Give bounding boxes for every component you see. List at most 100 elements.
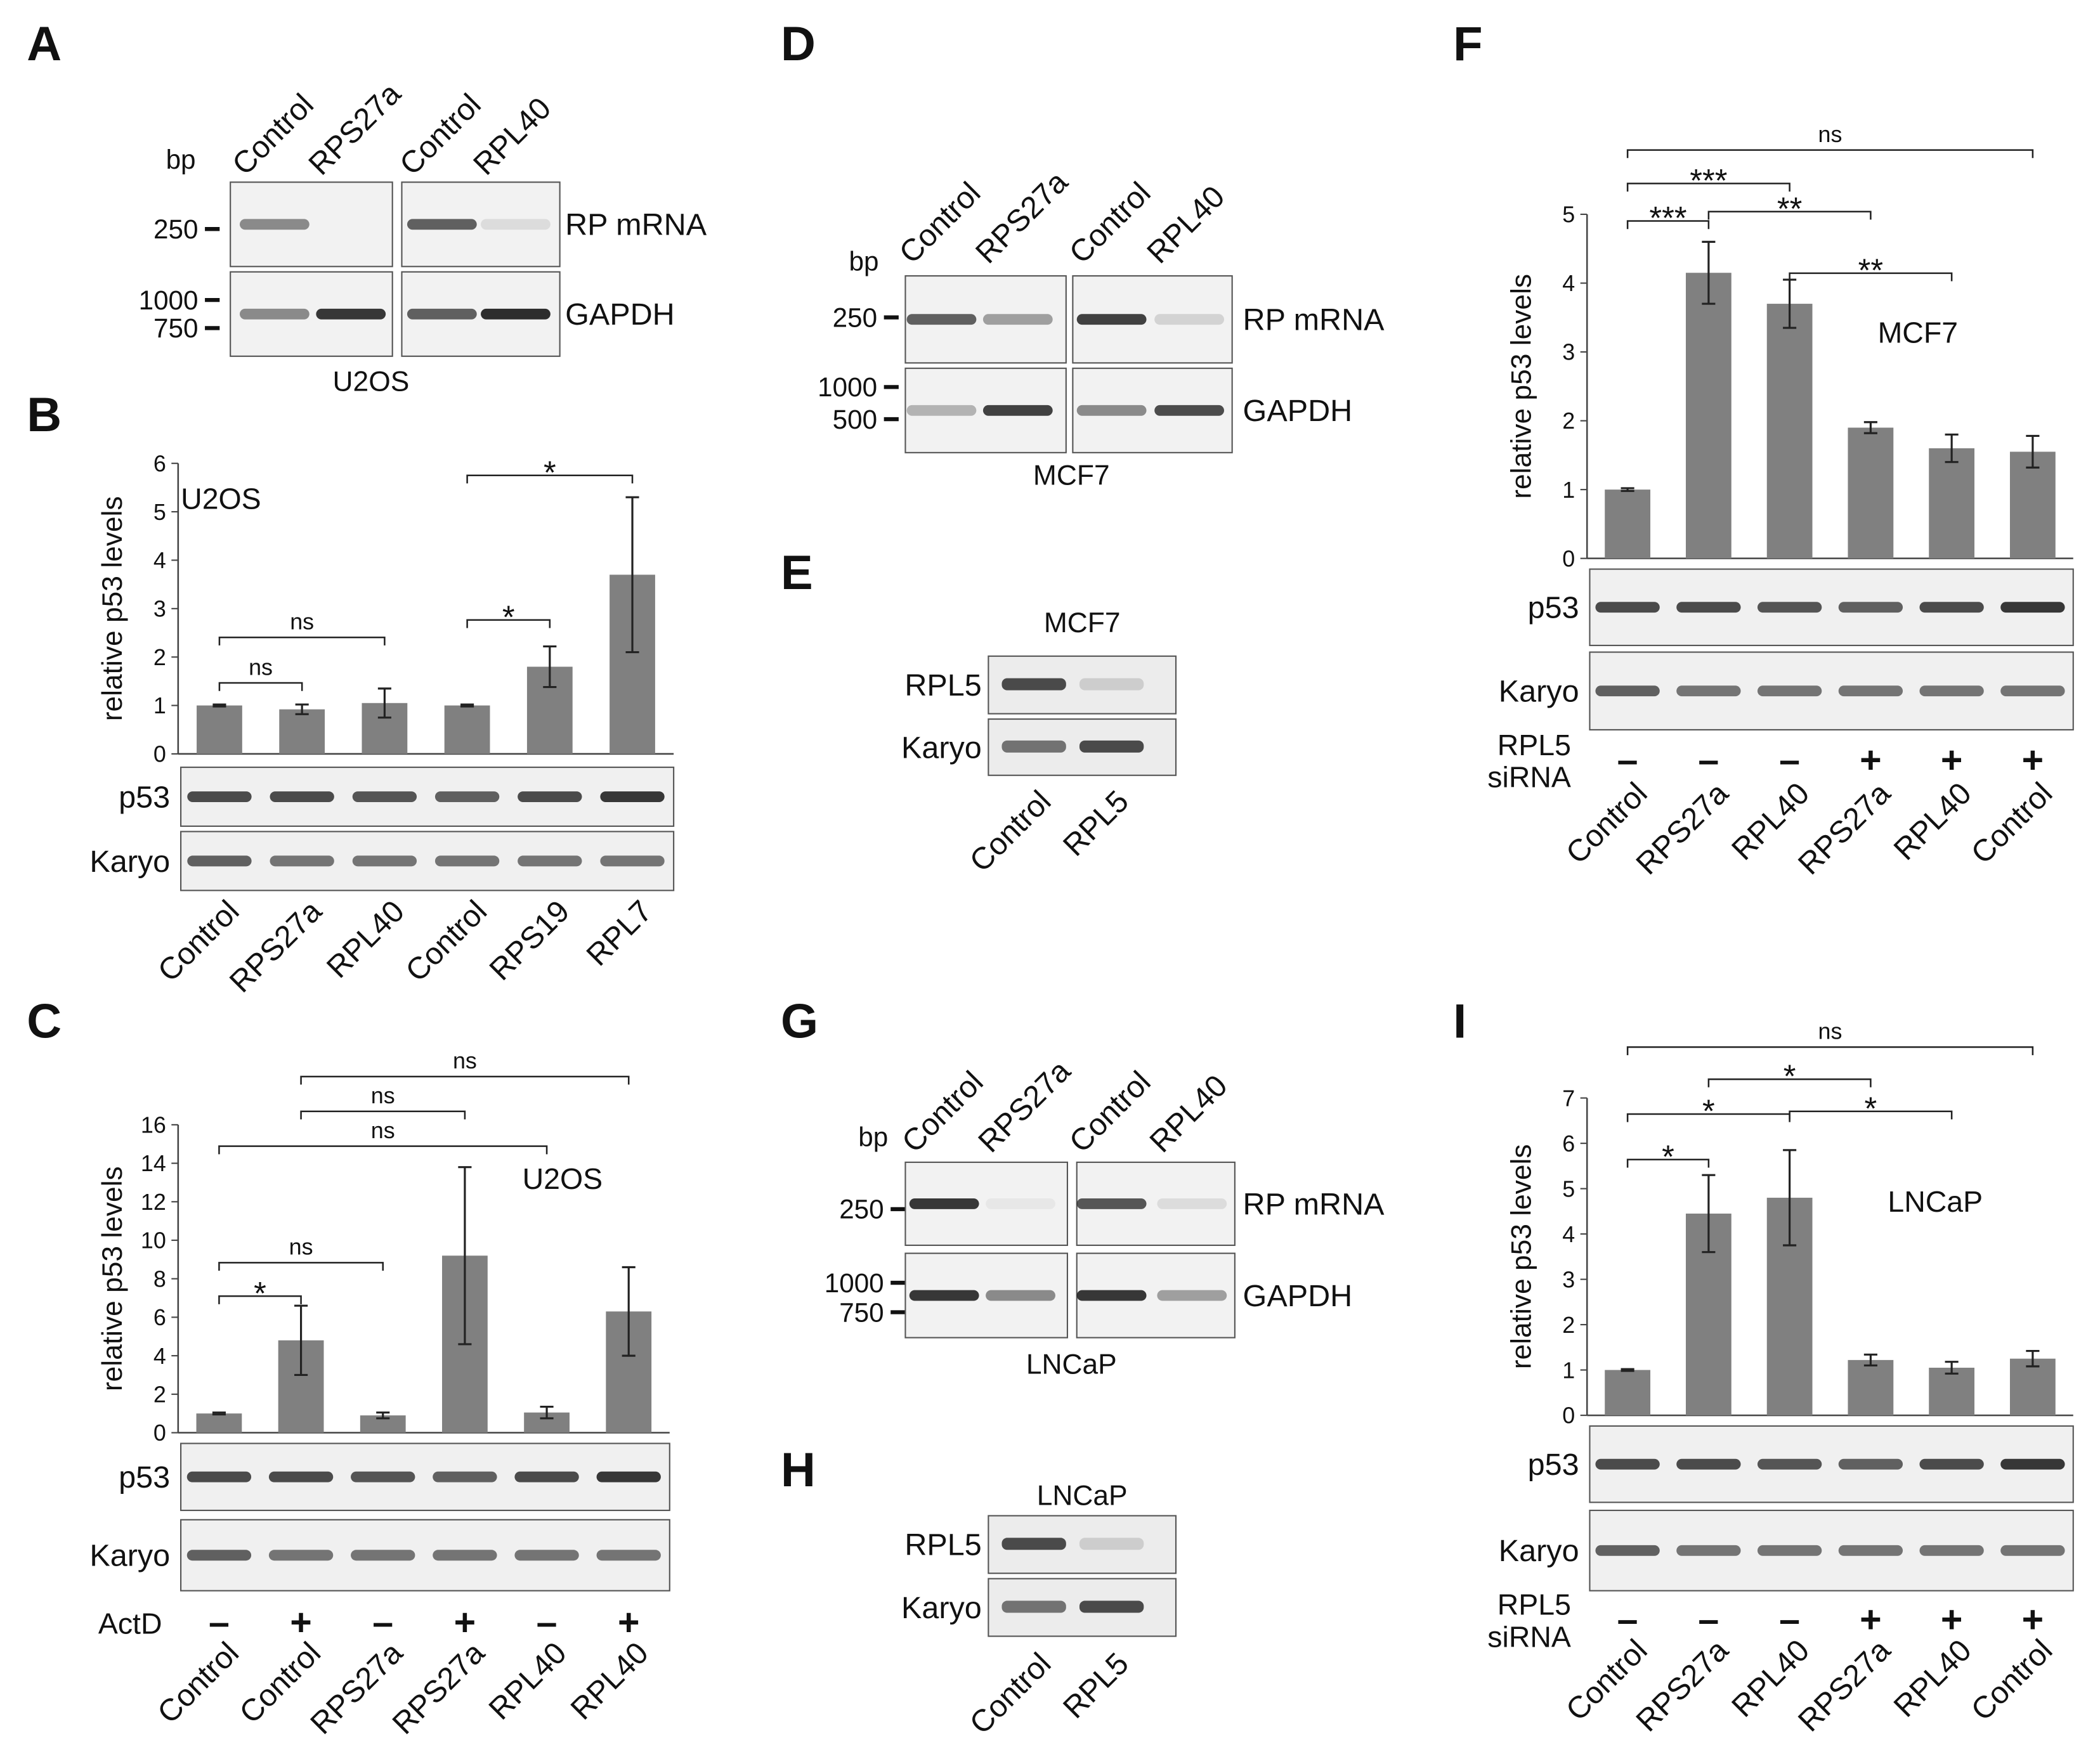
panel-label: G	[781, 995, 818, 1049]
significance-bracket	[300, 1110, 466, 1120]
blot-band	[1079, 678, 1144, 691]
blot-band	[1001, 1538, 1066, 1550]
treatment-mark: –	[1779, 1598, 1800, 1640]
treatment-mark: –	[1779, 739, 1800, 781]
panel-label: H	[781, 1443, 816, 1497]
panel-label: I	[1453, 995, 1466, 1049]
y-tick-label: 10	[141, 1228, 166, 1254]
category-label: Control	[1965, 776, 2059, 871]
y-tick-label: 0	[1562, 546, 1575, 571]
blot-band	[1919, 602, 1984, 613]
y-tick-label: 1	[1562, 1358, 1575, 1383]
blot-row-label: Karyo	[1499, 1534, 1579, 1568]
treatment-label: siRNA	[1487, 1620, 1571, 1653]
lane-label: RPL40	[1140, 179, 1231, 270]
marker-label: 250	[833, 302, 877, 332]
blot-band	[1757, 602, 1822, 613]
blot	[1589, 651, 2074, 731]
treatment-mark: –	[1698, 1598, 1719, 1640]
blot-band	[518, 791, 582, 802]
category-label: Control	[399, 894, 493, 989]
blot-band	[433, 1471, 497, 1482]
lane-label: Control	[963, 1647, 1058, 1741]
significance-bracket	[466, 619, 551, 628]
blot-band	[1757, 1545, 1822, 1556]
category-label: RPL7	[580, 894, 659, 973]
blot-row-label: p53	[1528, 591, 1579, 625]
blot-band	[352, 855, 417, 867]
error-bar	[1621, 487, 1634, 492]
gel-band	[1076, 1290, 1147, 1301]
blot-band	[1676, 685, 1741, 697]
bp-label: bp	[166, 145, 196, 174]
significance-bracket	[218, 682, 303, 691]
significance-label: ns	[453, 1048, 477, 1073]
bar	[1605, 490, 1651, 559]
category-label: RPL40	[1888, 776, 1978, 867]
gel-band	[316, 308, 386, 320]
y-axis-label: relative p53 levels	[97, 496, 128, 721]
panel-label: E	[781, 546, 813, 600]
y-tick-label: 0	[153, 742, 166, 767]
blot	[180, 831, 675, 892]
lane-label: Control	[226, 88, 320, 182]
gel	[230, 181, 393, 268]
blot	[1589, 1425, 2074, 1503]
gel-band	[1154, 314, 1225, 325]
blot-band	[1079, 740, 1144, 753]
treatment-mark: –	[1617, 739, 1638, 781]
y-tick-label: 6	[153, 451, 166, 476]
blot-row-label: Karyo	[89, 1539, 170, 1573]
significance-label: *	[502, 599, 515, 635]
panel-label: F	[1453, 17, 1482, 71]
gel-band	[1076, 405, 1147, 416]
error-bar	[295, 703, 309, 715]
treatment-label: RPL5	[1497, 729, 1571, 762]
blot-band	[434, 791, 500, 802]
gel-row-label: RP mRNA	[1243, 303, 1385, 337]
y-tick-label: 2	[153, 1382, 166, 1407]
blot-band	[596, 1471, 661, 1482]
significance-bracket	[218, 1262, 384, 1271]
blot-band	[514, 1471, 579, 1482]
blot-band	[1838, 1545, 1903, 1556]
blot-band	[514, 1550, 579, 1561]
treatment-mark: +	[1860, 739, 1882, 781]
error-bar	[212, 1411, 226, 1416]
y-tick-label: 5	[1562, 202, 1575, 228]
significance-label: **	[1777, 190, 1802, 226]
marker-label: 250	[839, 1195, 884, 1224]
cell-line-label: MCF7	[1044, 607, 1121, 639]
significance-bracket	[300, 1075, 630, 1085]
lane-label: RPL5	[1057, 784, 1135, 863]
significance-label: ***	[1649, 200, 1686, 236]
treatment-mark: +	[2022, 1598, 2044, 1640]
treatment-label: RPL5	[1497, 1588, 1571, 1621]
significance-label: *	[1702, 1093, 1715, 1129]
y-tick-label: 4	[153, 548, 166, 573]
gel-band	[982, 405, 1053, 416]
bar	[1605, 1370, 1651, 1416]
error-bar	[1702, 1174, 1716, 1254]
blot-band	[352, 791, 417, 802]
significance-bracket	[218, 1145, 548, 1155]
bar	[1848, 427, 1894, 559]
significance-label: *	[1662, 1138, 1674, 1174]
lane-label: Control	[893, 176, 988, 270]
blot-band	[2000, 1458, 2065, 1470]
lane-label: Control	[896, 1065, 990, 1159]
treatment-mark: +	[1941, 1598, 1963, 1640]
blot-band	[1919, 685, 1984, 697]
error-bar	[540, 1405, 554, 1420]
error-bar	[2026, 1349, 2040, 1368]
y-axis-label: relative p53 levels	[97, 1166, 128, 1391]
blot-row-label: p53	[119, 780, 170, 814]
gel-band	[906, 314, 977, 325]
significance-bracket	[1789, 1110, 1953, 1120]
bar	[2009, 1358, 2056, 1416]
blot-band	[2000, 1545, 2065, 1556]
blot-band	[1079, 1600, 1144, 1613]
gel-row-label: GAPDH	[1243, 1279, 1353, 1313]
significance-bracket	[1626, 220, 1710, 230]
